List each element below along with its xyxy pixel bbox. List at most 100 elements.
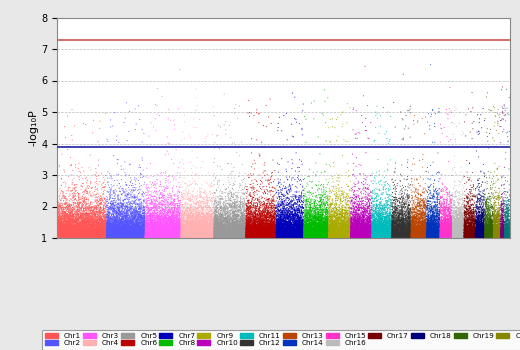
Point xyxy=(57,218,65,224)
Point xyxy=(410,233,419,239)
Point xyxy=(486,234,495,240)
Point xyxy=(129,210,137,216)
Point xyxy=(431,230,439,236)
Point xyxy=(204,227,212,232)
Point xyxy=(370,231,379,237)
Point xyxy=(108,231,116,237)
Point xyxy=(196,216,204,222)
Point xyxy=(475,218,483,224)
Point xyxy=(119,201,127,206)
Point xyxy=(176,224,185,230)
Point xyxy=(479,234,487,239)
Point xyxy=(476,229,484,234)
Point xyxy=(114,234,123,240)
Point xyxy=(162,230,170,236)
Point xyxy=(126,234,134,240)
Point xyxy=(313,211,321,217)
Point xyxy=(319,234,328,239)
Point xyxy=(499,212,507,218)
Point xyxy=(416,223,424,228)
Point xyxy=(365,235,373,240)
Point xyxy=(217,232,226,238)
Point xyxy=(127,233,136,239)
Point xyxy=(475,196,484,201)
Point xyxy=(102,233,111,238)
Point xyxy=(428,231,437,237)
Point xyxy=(213,225,222,230)
Point xyxy=(257,231,265,237)
Point xyxy=(472,233,480,239)
Point xyxy=(314,233,322,238)
Point xyxy=(457,235,465,240)
Point xyxy=(205,228,213,233)
Point xyxy=(236,215,244,220)
Point xyxy=(86,228,95,233)
Point xyxy=(211,227,219,232)
Point xyxy=(163,221,172,227)
Point xyxy=(83,225,91,231)
Point xyxy=(459,232,467,238)
Point xyxy=(259,220,267,225)
Point xyxy=(173,234,181,239)
Point xyxy=(84,225,92,230)
Point xyxy=(188,230,196,236)
Point xyxy=(460,216,468,222)
Point xyxy=(168,231,176,237)
Point xyxy=(147,231,155,236)
Point xyxy=(123,225,132,231)
Point xyxy=(240,232,248,237)
Point xyxy=(199,232,207,238)
Point xyxy=(329,233,337,239)
Point xyxy=(98,221,106,226)
Point xyxy=(461,218,470,223)
Point xyxy=(214,194,222,199)
Point xyxy=(169,204,177,210)
Point xyxy=(398,231,407,237)
Point xyxy=(197,206,205,212)
Point xyxy=(271,231,280,236)
Point xyxy=(341,222,349,227)
Point xyxy=(495,233,503,239)
Point xyxy=(329,228,337,233)
Point xyxy=(270,234,279,239)
Point xyxy=(302,233,310,238)
Point xyxy=(110,229,118,234)
Point xyxy=(113,224,122,230)
Point xyxy=(201,225,210,230)
Point xyxy=(148,228,156,234)
Point xyxy=(443,234,451,240)
Point xyxy=(90,228,99,233)
Point xyxy=(357,232,366,238)
Point xyxy=(307,208,315,213)
Point xyxy=(481,223,489,228)
Point xyxy=(420,231,428,236)
Point xyxy=(254,221,262,227)
Point xyxy=(433,226,441,232)
Point xyxy=(492,234,501,240)
Point xyxy=(305,214,314,219)
Point xyxy=(298,211,306,217)
Point xyxy=(303,232,311,237)
Point xyxy=(129,230,138,236)
Point xyxy=(387,230,396,235)
Point xyxy=(369,233,378,239)
Point xyxy=(505,233,513,239)
Point xyxy=(405,234,413,239)
Point xyxy=(283,224,292,230)
Point xyxy=(275,221,283,226)
Point xyxy=(72,220,81,226)
Point xyxy=(392,233,400,239)
Point xyxy=(87,233,96,239)
Point xyxy=(339,235,347,240)
Point xyxy=(425,213,433,218)
Point xyxy=(412,229,420,235)
Point xyxy=(144,220,152,226)
Point xyxy=(67,234,75,239)
Point xyxy=(188,224,197,230)
Point xyxy=(358,221,367,226)
Point xyxy=(104,226,112,231)
Point xyxy=(170,224,178,229)
Point xyxy=(197,229,205,235)
Point xyxy=(284,233,292,239)
Point xyxy=(326,214,334,219)
